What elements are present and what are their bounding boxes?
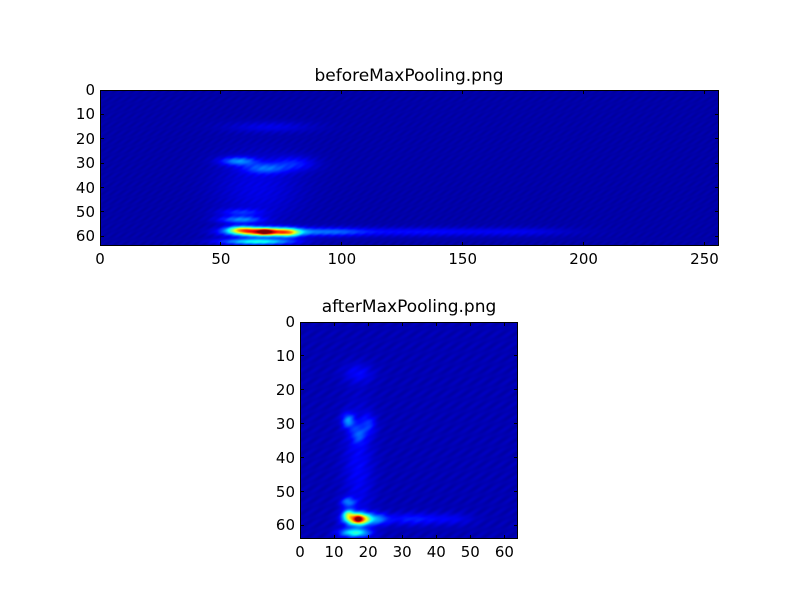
x-tick-label: 100 — [327, 250, 357, 268]
y-tick — [300, 321, 304, 323]
y-tick-right — [514, 389, 518, 391]
y-tick-label: 20 — [275, 380, 295, 399]
y-tick-label: 60 — [275, 516, 295, 535]
x-tick-top — [583, 90, 585, 94]
heatmap-before-image — [100, 90, 719, 246]
y-tick-right — [514, 321, 518, 323]
x-tick-label: 0 — [295, 543, 305, 561]
x-tick — [99, 242, 101, 246]
y-tick-label: 20 — [75, 129, 95, 148]
y-tick — [100, 211, 104, 213]
y-tick-right — [514, 491, 518, 493]
y-tick — [100, 235, 104, 237]
y-tick-label: 0 — [285, 313, 295, 331]
x-tick — [367, 535, 369, 539]
y-tick-right — [715, 89, 719, 91]
x-tick-top — [367, 322, 369, 326]
x-tick — [401, 535, 403, 539]
x-tick — [220, 242, 222, 246]
x-tick-label: 150 — [448, 250, 478, 268]
x-tick — [583, 242, 585, 246]
y-tick — [300, 355, 304, 357]
x-tick — [503, 535, 505, 539]
x-tick-top — [299, 322, 301, 326]
x-tick-top — [333, 322, 335, 326]
y-tick-right — [715, 162, 719, 164]
x-tick-top — [401, 322, 403, 326]
y-tick — [300, 524, 304, 526]
x-tick — [333, 535, 335, 539]
x-tick-top — [469, 322, 471, 326]
y-tick-right — [715, 138, 719, 140]
y-tick-label: 30 — [275, 414, 295, 433]
x-tick-top — [220, 90, 222, 94]
y-tick-label: 50 — [275, 482, 295, 501]
y-tick — [100, 113, 104, 115]
chart-title-after: afterMaxPooling.png — [321, 297, 497, 317]
y-tick-right — [715, 187, 719, 188]
x-tick — [469, 535, 471, 539]
y-tick — [300, 423, 304, 425]
x-tick-label: 250 — [690, 250, 719, 268]
x-tick — [703, 242, 705, 246]
y-tick — [100, 138, 104, 140]
y-tick-label: 50 — [75, 202, 95, 221]
x-tick-top — [462, 90, 464, 94]
x-tick-top — [341, 90, 343, 94]
x-tick-label: 60 — [494, 543, 514, 561]
x-tick-top — [703, 90, 705, 94]
y-tick-label: 60 — [75, 227, 95, 246]
x-tick-top — [99, 90, 101, 94]
y-tick-right — [514, 355, 518, 357]
y-tick-right — [514, 457, 518, 459]
y-tick-right — [715, 235, 719, 237]
x-tick-top — [435, 322, 437, 326]
y-tick-label: 10 — [75, 105, 95, 124]
y-tick-right — [715, 211, 719, 213]
y-tick — [100, 162, 104, 164]
x-tick — [435, 535, 437, 539]
x-tick-top — [503, 322, 505, 326]
y-tick-label: 10 — [275, 346, 295, 365]
heatmap-after-image — [300, 322, 518, 539]
y-tick — [100, 187, 104, 188]
x-tick-label: 200 — [569, 250, 598, 268]
x-tick — [299, 535, 301, 539]
y-tick-right — [514, 524, 518, 526]
x-tick-label: 0 — [95, 250, 105, 268]
x-tick-label: 40 — [426, 543, 446, 561]
x-tick-label: 30 — [392, 543, 412, 561]
y-tick — [300, 389, 304, 391]
x-tick-label: 20 — [358, 543, 378, 561]
y-tick — [100, 89, 104, 91]
heatmap-before-axes: 0 50 100 150 200 250 0 10 20 30 40 50 60 — [76, 81, 719, 268]
x-tick-label: 10 — [324, 543, 344, 561]
chart-title-before: beforeMaxPooling.png — [314, 66, 504, 86]
x-tick — [462, 242, 464, 246]
y-tick-right — [715, 113, 719, 115]
x-tick-label: 50 — [211, 250, 231, 268]
y-tick-label: 40 — [75, 178, 95, 197]
y-tick-label: 30 — [75, 154, 95, 173]
x-tick-label: 50 — [460, 543, 480, 561]
y-tick — [300, 457, 304, 459]
y-tick-right — [514, 423, 518, 425]
y-tick — [300, 491, 304, 493]
x-tick — [341, 242, 343, 246]
y-tick-label: 0 — [85, 81, 95, 99]
y-tick-label: 40 — [275, 448, 295, 467]
heatmap-after-axes: 0 10 20 30 40 50 60 0 10 20 30 40 50 60 — [276, 313, 518, 561]
